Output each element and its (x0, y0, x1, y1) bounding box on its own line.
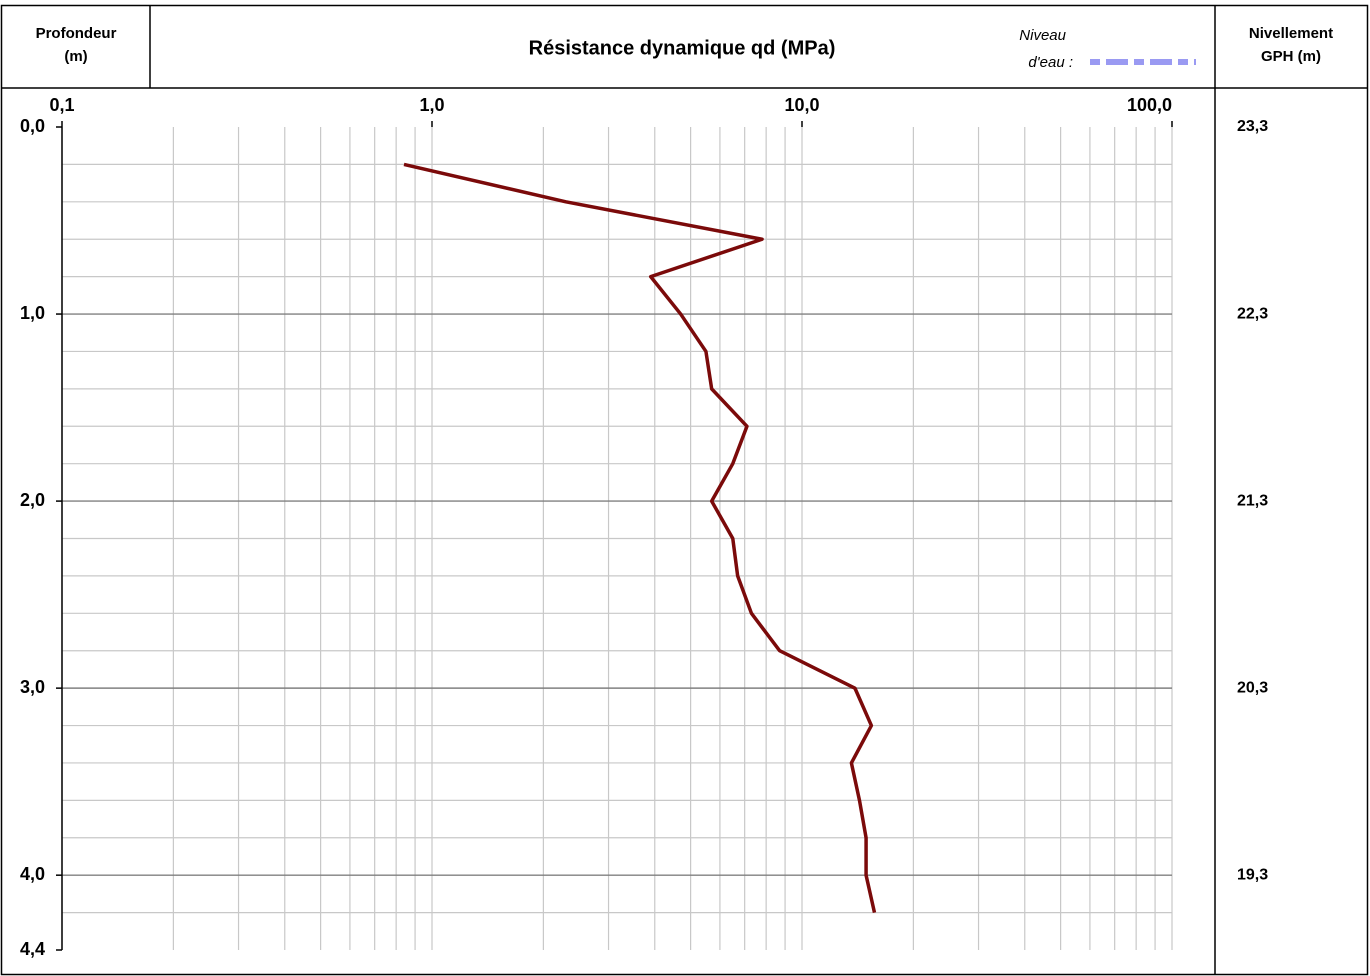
y-tick-label: 4,4 (20, 939, 45, 959)
left-header: Profondeur (36, 25, 117, 42)
x-tick-label: 10,0 (784, 95, 819, 115)
y2-tick-label: 23,3 (1237, 118, 1268, 135)
y-tick-label: 3,0 (20, 677, 45, 697)
y2-tick-label: 21,3 (1237, 492, 1268, 509)
frame (0, 4, 1369, 976)
x-tick-label: 1,0 (419, 95, 444, 115)
y2-tick-label: 20,3 (1237, 679, 1268, 696)
y-tick-label: 1,0 (20, 303, 45, 323)
y-tick-label: 2,0 (20, 490, 45, 510)
legend-label: d'eau : (1028, 54, 1073, 71)
y2-tick-label: 22,3 (1237, 305, 1268, 322)
y-tick-label: 4,0 (20, 864, 45, 884)
right-header: GPH (m) (1261, 48, 1321, 65)
left-header: (m) (64, 48, 87, 65)
right-header: Nivellement (1249, 25, 1333, 42)
x-tick-label: 100,0 (1127, 95, 1172, 115)
data-line (403, 162, 877, 913)
x-tick-label: 0,1 (49, 95, 74, 115)
y2-tick-label: 19,3 (1237, 866, 1268, 883)
legend-label: Niveau (1019, 27, 1066, 44)
chart-title: Résistance dynamique qd (MPa) (529, 37, 836, 59)
y-tick-label: 0,0 (20, 116, 45, 136)
